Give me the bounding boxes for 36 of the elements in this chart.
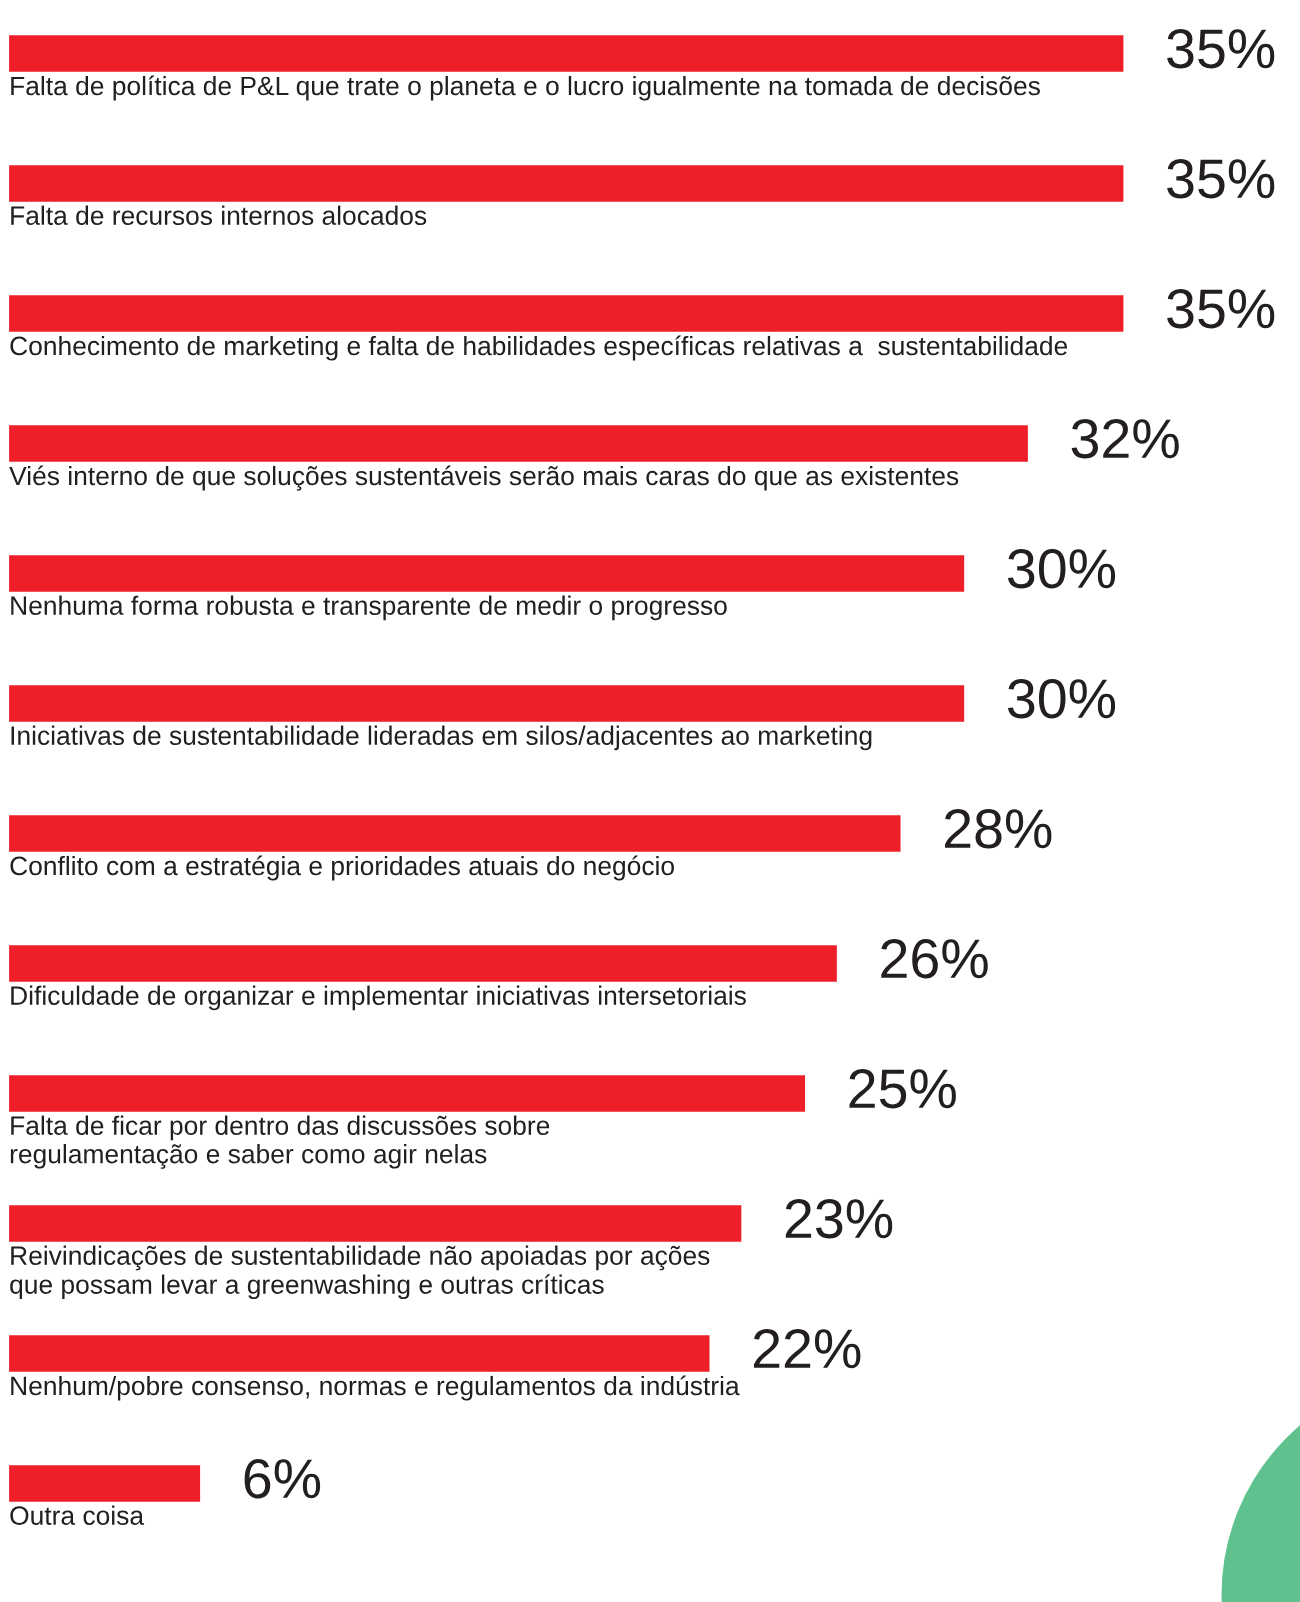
y-tick-label: Falta de recursos internos alocados xyxy=(11,205,427,225)
bar xyxy=(9,555,965,592)
bar xyxy=(9,1205,742,1242)
y-tick-label: Dificuldade de organizar e implementar iniciativas intersetoriais xyxy=(11,985,746,1011)
bar xyxy=(9,295,1124,332)
data-label: 35% xyxy=(1167,289,1275,329)
data-label: 30% xyxy=(1007,679,1116,719)
y-tick-label: Viés interno de que soluções sustentáveis serão mais caras do que as existentes xyxy=(9,465,959,491)
bar xyxy=(9,1465,201,1502)
bar xyxy=(9,1075,806,1112)
bar xyxy=(9,685,965,722)
bar xyxy=(9,165,1124,202)
data-label: 25% xyxy=(849,1069,956,1109)
y-tick-label: Nenhuma forma robusta e transparente de medir o progresso xyxy=(11,595,727,621)
y-tick-label: Conhecimento de marketing e falta de habilidades específicas relativas a sustentabilidade xyxy=(10,335,1068,361)
data-label: 6% xyxy=(244,1459,321,1499)
y-tick-label: Nenhum/pobre consenso, normas e regulamentos da indústria xyxy=(11,1375,740,1401)
data-label: 30% xyxy=(1007,549,1116,589)
bar xyxy=(9,35,1124,72)
data-label: 35% xyxy=(1167,159,1275,199)
bar xyxy=(9,1335,710,1372)
bar xyxy=(9,815,901,852)
data-label: 22% xyxy=(753,1329,861,1369)
data-label: 35% xyxy=(1167,29,1275,69)
bar xyxy=(9,425,1028,462)
y-tick-label: Conflito com a estratégia e prioridades atuais do negócio xyxy=(10,855,674,881)
data-label: 32% xyxy=(1071,419,1179,459)
data-label: 23% xyxy=(785,1199,893,1239)
y-tick-label: Iniciativas de sustentabilidade lideradas em silos/adjacentes ao marketing xyxy=(11,725,872,751)
y-tick-label: Falta de política de P&L que trate o planeta e o lucro igualmente na tomada de decisões xyxy=(11,75,1040,101)
y-tick-label: Outra coisa xyxy=(10,1505,145,1525)
y-tick-label: Reivindicações de sustentabilidade não apoiadas por ações que possam levar a greenwashing e outras críticas xyxy=(10,1245,710,1300)
data-label: 28% xyxy=(944,809,1052,849)
bar xyxy=(9,945,837,982)
y-tick-label: Falta de ficar por dentro das discussões sobre regulamentação e saber como agir nelas xyxy=(10,1115,550,1169)
data-label: 26% xyxy=(881,939,988,979)
